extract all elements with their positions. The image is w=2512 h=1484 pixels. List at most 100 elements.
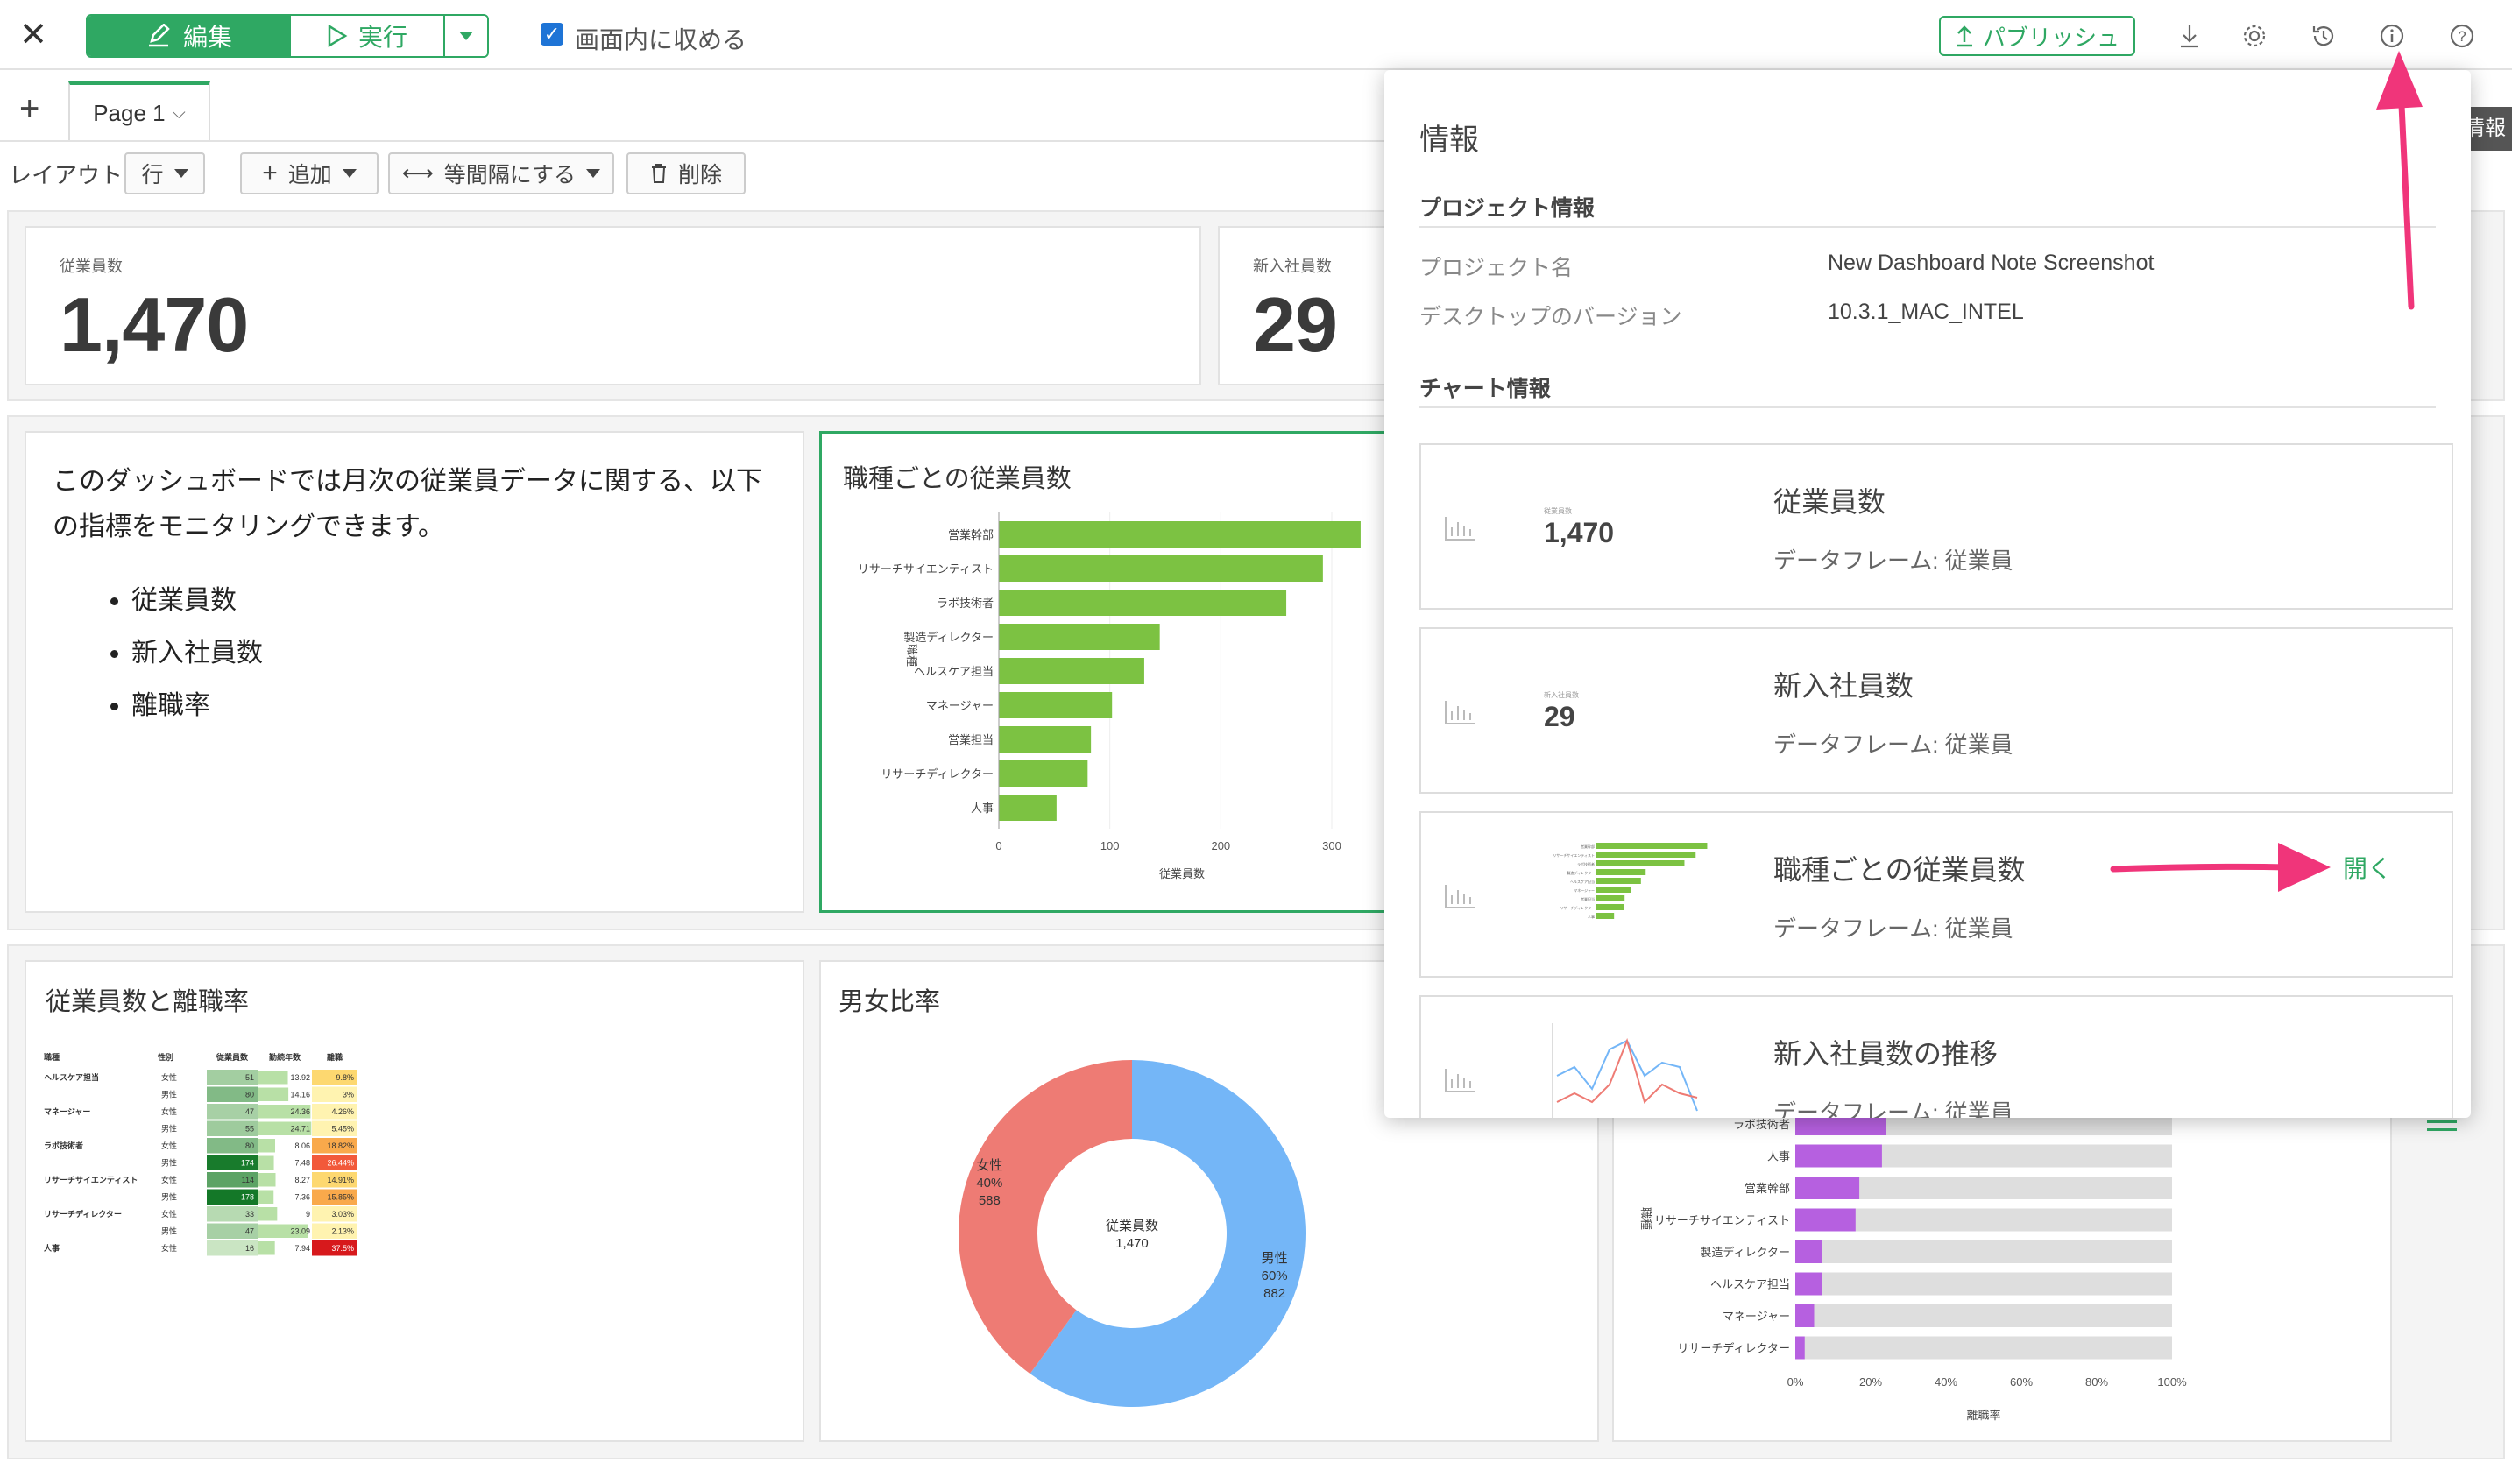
chart-info-card-new-hire-trend[interactable]: 新入社員数の推移 データフレーム: 従業員 [1419,995,2453,1118]
close-icon[interactable]: ✕ [19,17,47,53]
plus-icon: + [262,159,278,187]
delete-button[interactable]: 削除 [626,152,746,194]
bar-remainder [1795,1272,2172,1296]
column-header: 勤続年数 [269,1052,301,1062]
distribute-evenly-label: 等間隔にする [443,163,577,187]
slice-percent: 40% [976,1176,1002,1191]
bar-remainder [1795,1304,2172,1327]
chart-info-name: 新入社員数の推移 [1773,1038,1999,1070]
table-cell-bg [312,1120,357,1136]
thumbnail-value: 1,470 [1544,517,1615,548]
table-cell-bg [312,1138,357,1154]
add-page-button[interactable]: + [19,89,40,128]
table-cell-job: ラボ技術者 [44,1141,83,1150]
job-bar-chart-card[interactable]: 職種ごとの従業員数 0 100 200 300 営業幹部 リサーチサイエンティスト ラボ技術… [819,431,1389,913]
metric-list-item: 新入社員数 [131,627,776,680]
table-cell-bg [312,1240,357,1256]
table-cell-tenure: 23.09 [290,1227,310,1236]
info-icon[interactable] [2375,19,2409,53]
history-icon[interactable] [2307,19,2340,53]
divider [1419,406,2436,408]
table-cell-tenure: 9 [306,1210,310,1219]
thumbnail-bar [1596,843,1708,849]
table-cell-bg [207,1206,258,1222]
download-icon[interactable] [2173,19,2206,53]
category-label: リサーチサイエンティスト [1654,1214,1790,1227]
x-tick-label: 80% [2085,1375,2108,1389]
run-mode-button[interactable]: 実行 [291,16,445,56]
chart-info-name: 従業員数 [1773,486,1886,518]
edit-mode-button[interactable]: 編集 [88,16,291,56]
table-cell-tenure: 14.16 [290,1091,310,1099]
x-tick-label: 100 [1100,839,1120,852]
table-cell-tenure: 7.36 [294,1193,310,1202]
thumbnail-bar [1596,852,1696,858]
chart-info-card-new-hires[interactable]: 新入社員数 29 新入社員数 データフレーム: 従業員 [1419,627,2453,794]
column-header: 性別 [158,1052,173,1062]
table-cell-bg [312,1070,357,1085]
category-label: リサーチディレクター [881,767,994,781]
fit-to-screen-label: 画面内に収める [575,26,747,53]
metric-list-item: 従業員数 [131,575,776,627]
slice-percent: 60% [1262,1268,1288,1283]
table-cell-gender: 女性 [161,1072,177,1082]
bar-remainder [1795,1240,2172,1263]
description-card[interactable]: このダッシュボードでは月次の従業員データに関する、以下の指標をモニタリングできま… [25,431,804,913]
thumbnail-bar [1596,895,1625,901]
upload-icon [1956,25,1972,47]
open-chart-link[interactable]: 開く [2343,855,2393,882]
chevron-down-icon [342,169,357,178]
category-label: 営業幹部 [948,528,994,541]
chart-thumbnail [1552,1023,1698,1118]
thumbnail-label: 新入社員数 [1544,691,1579,699]
gender-donut-chart: 男性 60% 882 女性 40% 588 従業員数 1,470 [959,1060,1306,1407]
table-cell-attrition: 3% [343,1091,354,1099]
run-mode-label: 実行 [357,24,407,51]
x-tick-label: 0 [995,839,1001,852]
thumbnail-bar [1596,878,1641,884]
table-cell-bg [312,1189,357,1205]
y-axis-label: 職種 [905,644,918,667]
x-tick-label: 60% [2010,1375,2033,1389]
add-chart-button[interactable]: + 追加 [240,152,379,194]
table-cell-bg [207,1138,258,1154]
table-cell-gender: 男性 [161,1226,177,1236]
table-cell-gender: 女性 [161,1209,177,1219]
table-cell-gender: 男性 [161,1124,177,1134]
category-label: 人事 [971,802,994,815]
publish-button[interactable]: パブリッシュ [1939,16,2135,56]
mode-dropdown-button[interactable] [445,16,487,56]
x-tick-label: 100% [2157,1375,2187,1389]
table-cell-bg [207,1155,258,1170]
mode-toggle: 編集 実行 [86,14,489,58]
table-cell-job: 人事 [44,1243,60,1253]
trash-icon [651,164,666,183]
bar [999,795,1057,821]
distribute-evenly-button[interactable]: ⟷ 等間隔にする [388,152,614,194]
tab-page-1[interactable]: Page 1 ⌵ [68,81,210,141]
layout-row-select[interactable]: 行 [124,152,205,194]
help-icon[interactable]: ? [2445,19,2479,53]
fit-to-screen-checkbox[interactable]: ✓ [541,23,563,46]
table-cell-gender: 男性 [161,1192,177,1202]
x-tick-label: 0% [1787,1375,1804,1389]
chart-info-name: 職種ごとの従業員数 [1773,854,2026,886]
chart-type-icon [1445,1069,1475,1092]
chart-info-card-job-bar[interactable]: 営業幹部 リサーチサイエンティスト ラボ技術者 製造ディレクター ヘルスケア担当 マネージ… [1419,811,2453,978]
thumbnail-label: 営業幹部 [1581,844,1595,849]
project-name-key: プロジェクト名 [1419,256,1574,280]
svg-text:?: ? [2458,28,2466,45]
column-header: 従業員数 [216,1052,249,1062]
bar [999,658,1144,684]
table-cell-gender: 女性 [161,1243,177,1253]
chart-info-card-employees[interactable]: 従業員数 1,470 従業員数 データフレーム: 従業員 [1419,443,2453,610]
category-label: ヘルスケア担当 [1710,1278,1790,1291]
bar [1795,1177,1860,1199]
thumbnail-label: 営業担当 [1581,896,1595,901]
bar [999,590,1287,616]
table-card[interactable]: 従業員数と離職率 職種 性別 従業員数 勤続年数 離職 ヘルスケア担当 女性 51 13.92 9… [25,960,804,1442]
kpi-card-employees[interactable]: 従業員数 1,470 [25,226,1201,385]
gear-icon[interactable] [2238,19,2271,53]
table-cell-attrition: 4.26% [331,1107,354,1116]
table-cell-gender: 女性 [161,1141,177,1150]
